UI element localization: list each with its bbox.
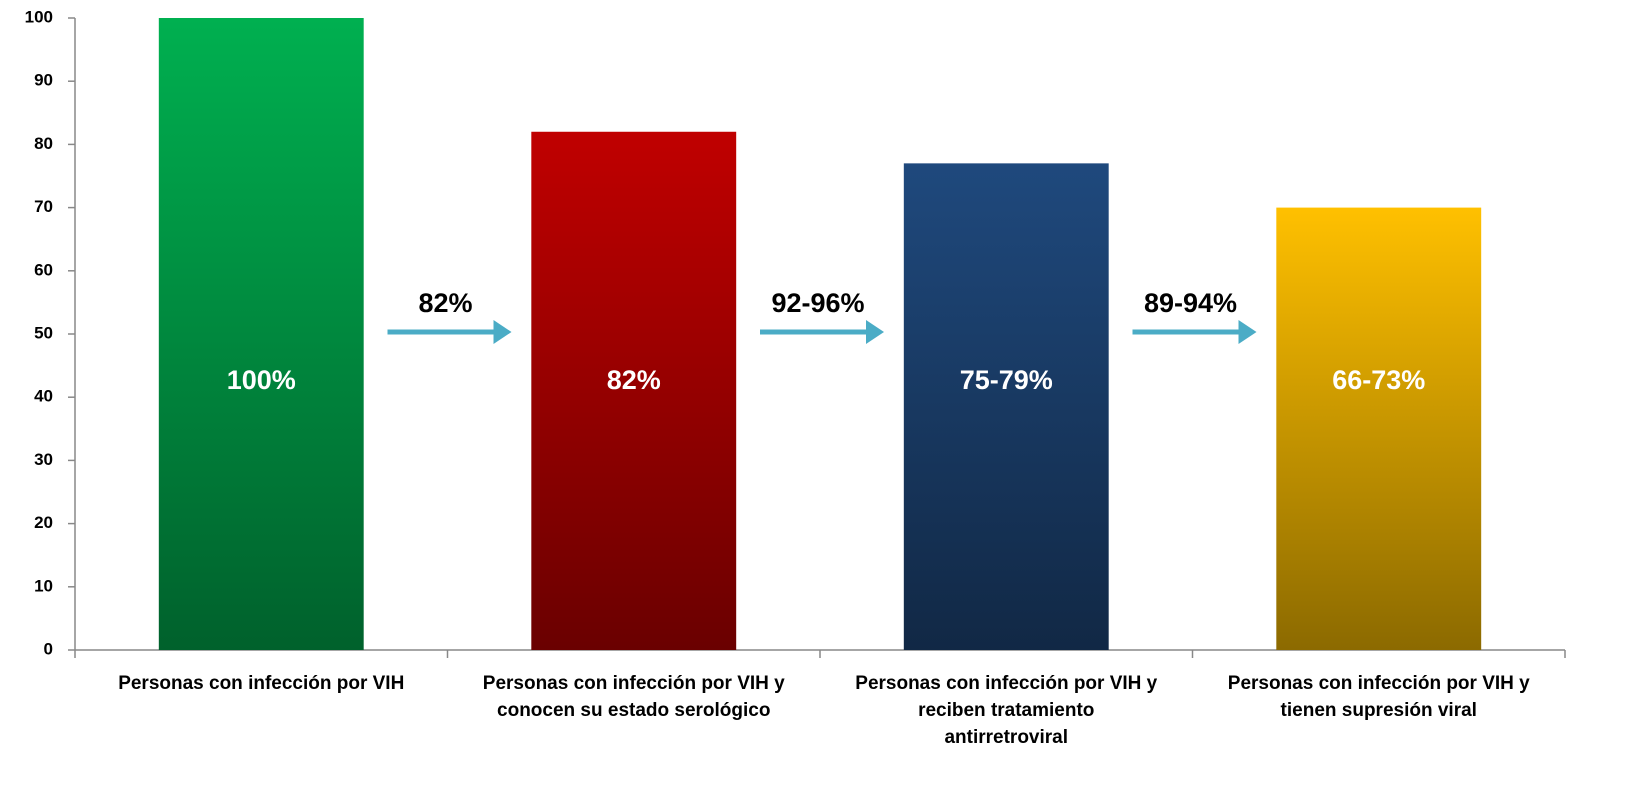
y-tick-label: 0 — [44, 639, 53, 658]
bar — [903, 163, 1109, 651]
y-tick-label: 90 — [34, 71, 53, 90]
y-tick-label: 20 — [34, 513, 53, 532]
value-label: 82% — [607, 365, 661, 395]
y-tick-label: 40 — [34, 387, 53, 406]
x-tick-label: Personas con infección por VIH y tienen … — [1227, 673, 1530, 721]
y-tick-label: 80 — [34, 134, 53, 153]
y-tick-label: 70 — [34, 197, 53, 216]
y-tick-label: 10 — [34, 576, 53, 595]
y-tick-label: 30 — [34, 450, 53, 469]
bar — [531, 131, 737, 650]
annotation: 89-94% — [1144, 288, 1237, 318]
y-tick-label: 50 — [34, 323, 53, 342]
bar — [158, 18, 364, 650]
annotation: 92-96% — [771, 288, 864, 318]
x-tick-label: Personas con infección por VIH y reciben… — [855, 673, 1158, 748]
annotation: 82% — [418, 288, 472, 318]
y-tick-label: 60 — [34, 260, 53, 279]
y-tick-label: 100 — [25, 7, 53, 26]
x-tick-label: Personas con infección por VIH — [118, 673, 405, 694]
arrow-head — [866, 320, 884, 344]
arrow-head — [1238, 320, 1257, 344]
value-label: 66-73% — [1332, 365, 1425, 395]
value-label: 100% — [227, 365, 296, 395]
x-tick-label: Personas con infección por VIH y conocen… — [482, 673, 785, 721]
arrow-head — [493, 320, 512, 344]
bar — [1276, 207, 1482, 650]
value-label: 75-79% — [960, 365, 1053, 395]
